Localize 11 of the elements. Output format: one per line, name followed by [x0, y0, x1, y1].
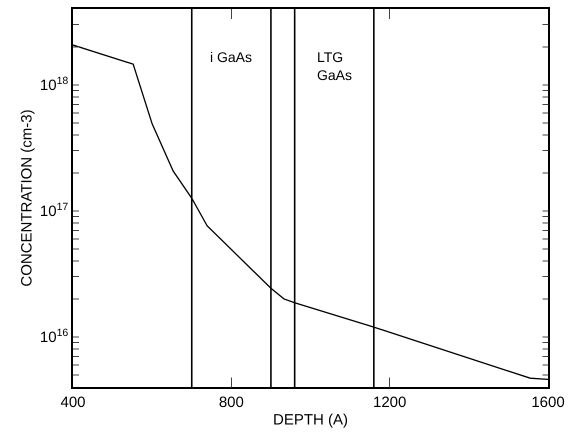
- x-tick-label: 1200: [372, 394, 406, 411]
- x-tick-label: 1600: [531, 394, 565, 411]
- annotation: LTG GaAs: [317, 49, 352, 84]
- x-tick-label: 800: [218, 394, 244, 411]
- y-axis-title: CONCENTRATION (cm-3): [18, 109, 36, 287]
- x-tick-label: 400: [60, 394, 86, 411]
- x-axis-title: DEPTH (A): [273, 411, 348, 428]
- y-tick-label: 10$^{16}$: [40, 326, 68, 346]
- annotation: i GaAs: [210, 49, 252, 65]
- y-tick-label: 10$^{17}$: [40, 200, 68, 220]
- y-tick-label: 10$^{18}$: [40, 74, 68, 94]
